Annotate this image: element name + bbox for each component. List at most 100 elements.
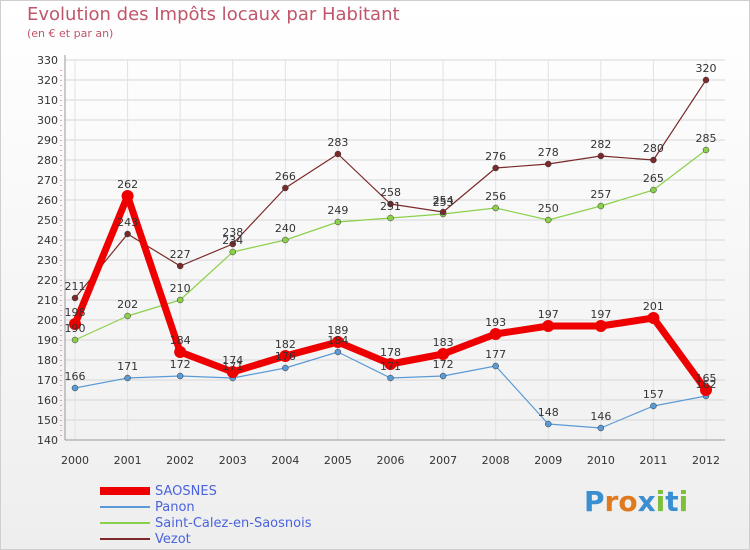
- y-tick-label: 200: [37, 314, 58, 327]
- proxiti-logo: Proxiti: [584, 485, 688, 518]
- legend-swatch: [100, 506, 150, 508]
- x-tick-label: 2001: [114, 454, 142, 467]
- data-point: [650, 156, 657, 164]
- data-label: 285: [696, 132, 717, 145]
- data-point: [124, 230, 131, 238]
- data-label: 250: [538, 202, 559, 215]
- data-point: [650, 186, 657, 194]
- data-label: 251: [380, 200, 401, 213]
- data-label: 265: [643, 172, 664, 185]
- data-point: [334, 348, 342, 356]
- data-point: [334, 150, 342, 158]
- data-point: [121, 190, 134, 202]
- logo-letter: o: [618, 485, 638, 518]
- data-point: [489, 328, 502, 340]
- data-label: 240: [275, 222, 296, 235]
- x-tick-label: 2003: [219, 454, 247, 467]
- data-point: [492, 204, 499, 212]
- x-tick-label: 2005: [324, 454, 352, 467]
- logo-letter: P: [584, 485, 605, 518]
- data-label: 146: [590, 410, 611, 423]
- y-tick-label: 300: [37, 114, 58, 127]
- logo-letter: t: [665, 485, 679, 518]
- data-label: 172: [170, 358, 191, 371]
- data-point: [226, 366, 239, 378]
- data-label: 282: [590, 138, 611, 151]
- data-point: [334, 218, 342, 226]
- data-point: [71, 384, 79, 392]
- y-tick-label: 260: [37, 194, 58, 207]
- data-point: [647, 312, 660, 324]
- data-label: 184: [170, 334, 191, 347]
- chart-title: Evolution des Impôts locaux par Habitant: [27, 4, 400, 25]
- legend-swatch: [100, 522, 150, 524]
- logo-letter: r: [604, 485, 619, 518]
- data-label: 165: [696, 372, 717, 385]
- data-label: 276: [485, 150, 506, 163]
- data-label: 174: [222, 354, 243, 367]
- data-point: [124, 312, 131, 320]
- data-point: [597, 152, 605, 160]
- legend-label: Vezot: [155, 532, 191, 547]
- data-label: 256: [485, 190, 506, 203]
- x-tick-label: 2004: [271, 454, 299, 467]
- data-label: 243: [117, 216, 138, 229]
- data-label: 238: [222, 226, 243, 239]
- data-point: [71, 294, 79, 302]
- x-tick-label: 2007: [429, 454, 457, 467]
- y-tick-label: 150: [37, 414, 58, 427]
- data-label: 262: [117, 178, 138, 191]
- data-point: [331, 336, 344, 348]
- data-point: [229, 248, 236, 256]
- x-tick-label: 2002: [166, 454, 194, 467]
- data-label: 189: [327, 324, 348, 337]
- data-point: [282, 236, 289, 244]
- legend-swatch: [100, 538, 150, 540]
- data-label: 198: [65, 306, 86, 319]
- y-tick-label: 310: [37, 94, 58, 107]
- data-point: [702, 146, 710, 154]
- data-label: 197: [538, 308, 559, 321]
- data-label: 201: [643, 300, 664, 313]
- data-label: 283: [327, 136, 348, 149]
- data-label: 171: [380, 360, 401, 373]
- data-label: 171: [117, 360, 138, 373]
- data-label: 178: [380, 346, 401, 359]
- data-point: [69, 318, 81, 330]
- data-point: [594, 320, 607, 332]
- data-point: [387, 200, 394, 208]
- data-point: [384, 358, 397, 370]
- data-point: [650, 402, 657, 410]
- y-tick-label: 140: [37, 434, 58, 447]
- data-point: [174, 346, 187, 358]
- data-label: 157: [643, 388, 664, 401]
- data-point: [282, 184, 289, 192]
- y-tick-label: 220: [37, 274, 58, 287]
- data-label: 211: [65, 280, 86, 293]
- x-tick-label: 2000: [61, 454, 89, 467]
- legend-swatch: [100, 487, 150, 495]
- y-tick-label: 330: [37, 54, 58, 67]
- data-point: [597, 424, 605, 432]
- data-label: 190: [65, 322, 86, 335]
- data-label: 257: [590, 188, 611, 201]
- data-point: [279, 350, 292, 362]
- x-tick-label: 2012: [692, 454, 720, 467]
- y-tick-label: 190: [37, 334, 58, 347]
- x-tick-label: 2010: [587, 454, 615, 467]
- data-point: [282, 364, 289, 372]
- data-point: [71, 336, 79, 344]
- legend-label: Panon: [155, 500, 195, 515]
- data-label: 148: [538, 406, 559, 419]
- y-tick-label: 280: [37, 154, 58, 167]
- data-point: [439, 372, 447, 380]
- y-tick-label: 250: [37, 214, 58, 227]
- data-label: 202: [117, 298, 138, 311]
- data-label: 258: [380, 186, 401, 199]
- data-label: 172: [433, 358, 454, 371]
- y-tick-label: 320: [37, 74, 58, 87]
- data-point: [387, 374, 394, 382]
- data-label: 227: [170, 248, 191, 261]
